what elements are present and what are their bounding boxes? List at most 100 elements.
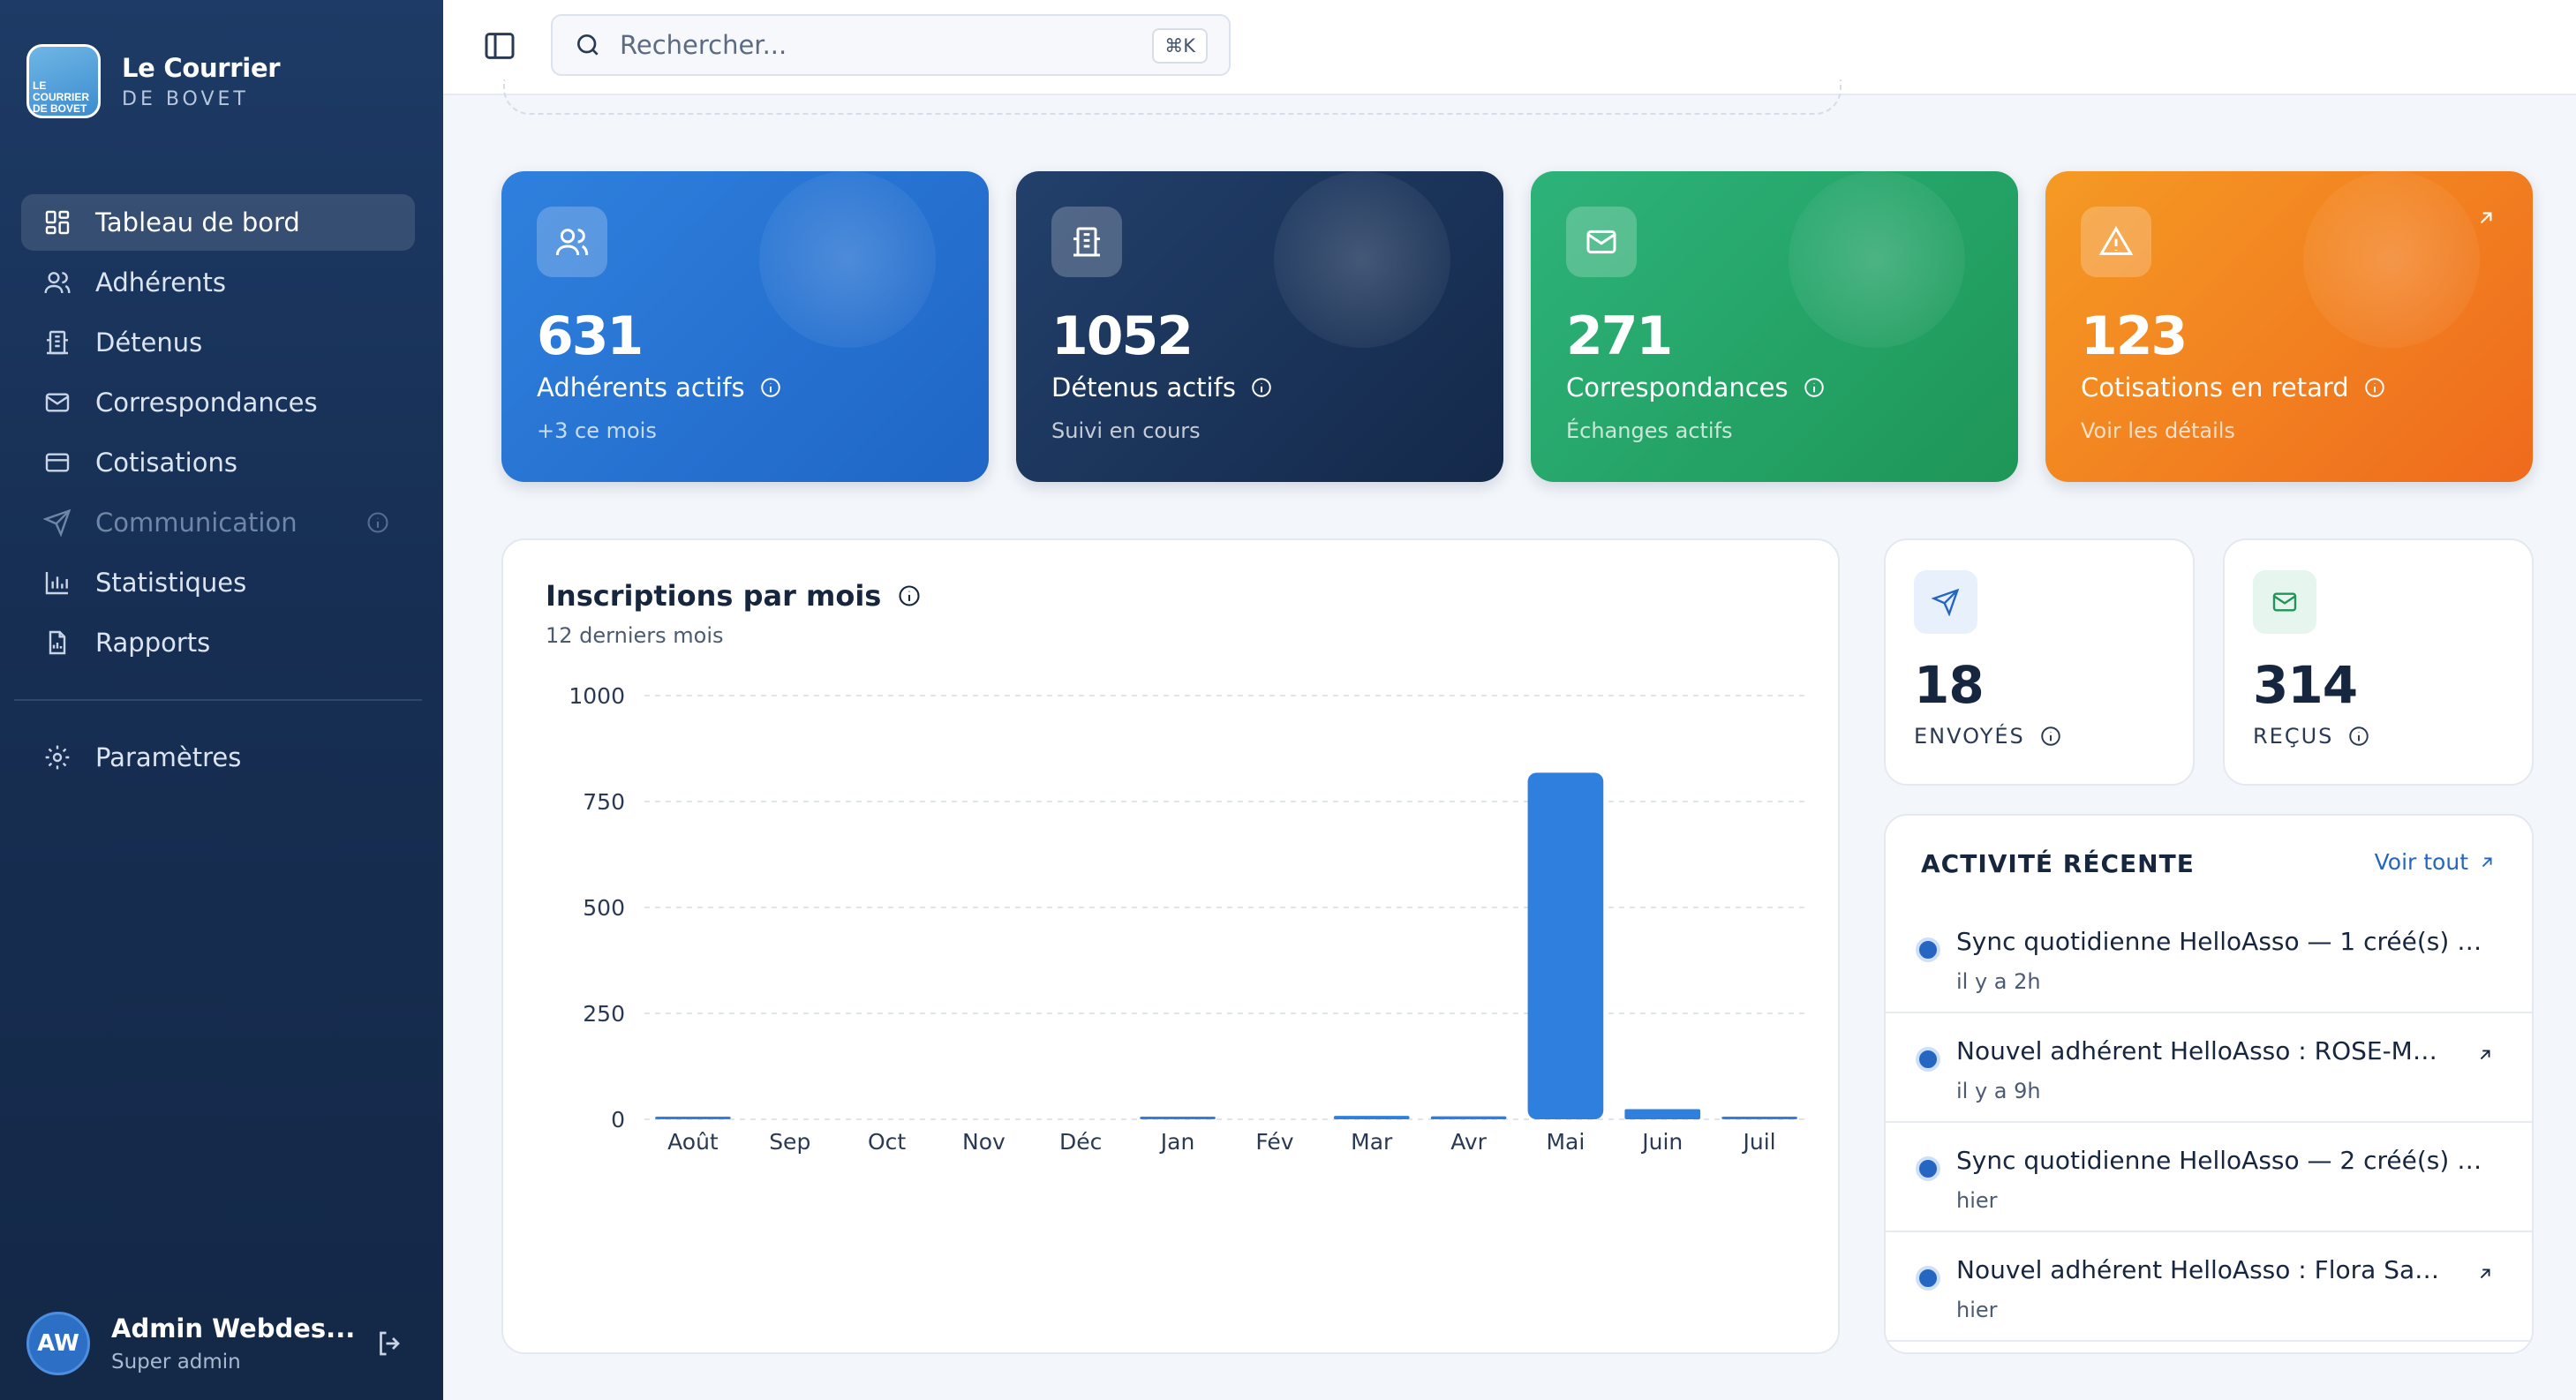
stat-label-text: Détenus actifs	[1051, 373, 1236, 403]
chart-title: Inscriptions par mois	[546, 579, 922, 613]
mini-stat-label-text: REÇUS	[2253, 724, 2334, 749]
search-icon	[577, 34, 599, 56]
stat-label: Adhérents actifs	[537, 373, 782, 403]
mail-icon	[1566, 207, 1637, 277]
info-icon[interactable]	[2039, 725, 2062, 748]
send-icon	[1914, 570, 1977, 634]
dashed-dropzone-edge	[503, 79, 1842, 115]
x-tick-label: Juil	[1742, 1129, 1776, 1155]
sidebar-item-label: Cotisations	[95, 448, 237, 478]
stat-label-text: Correspondances	[1566, 373, 1789, 403]
activity-item-time: il y a 9h	[1956, 1079, 2041, 1103]
users-icon	[42, 267, 72, 297]
avatar[interactable]: AW	[26, 1312, 90, 1375]
sidebar-item-label: Paramètres	[95, 742, 242, 772]
stat-value: 123	[2081, 305, 2188, 367]
sidebar-item-correspondances[interactable]: Correspondances	[21, 374, 415, 431]
info-icon[interactable]	[1250, 376, 1273, 399]
dashboard-icon	[42, 207, 72, 237]
arrow-up-right-icon[interactable]	[2474, 207, 2497, 230]
bar	[1624, 1109, 1701, 1119]
stat-label-text: Adhérents actifs	[537, 373, 745, 403]
stat-card-cotisations-retard[interactable]: 123 Cotisations en retard Voir les détai…	[2045, 171, 2533, 482]
report-icon	[42, 628, 72, 658]
y-tick-label: 250	[583, 1001, 625, 1027]
status-dot	[1916, 937, 1940, 962]
search-shortcut: ⌘K	[1152, 28, 1208, 64]
user-profile[interactable]: AW Admin Webdes... Super admin	[26, 1310, 415, 1377]
sidebar-toggle-icon[interactable]	[482, 28, 517, 64]
bar	[1721, 1117, 1797, 1119]
activity-item[interactable]: Sync quotidienne HelloAsso — 2 créé(s) —…	[1886, 1123, 2532, 1232]
logo-line: DE BOVET	[33, 102, 87, 115]
stat-label: Détenus actifs	[1051, 373, 1273, 403]
info-icon[interactable]	[365, 510, 390, 535]
activity-item[interactable]: Sync quotidienne HelloAsso — 1 créé(s) —…	[1886, 904, 2532, 1013]
stat-label-text: Cotisations en retard	[2081, 373, 2349, 403]
arrow-up-right-icon[interactable]	[2475, 1045, 2495, 1065]
stat-sent[interactable]: 18 ENVOYÉS	[1884, 538, 2195, 786]
stat-subtext: Échanges actifs	[1566, 418, 1733, 443]
stat-label: Cotisations en retard	[2081, 373, 2386, 403]
arrow-up-right-icon[interactable]	[2475, 1264, 2495, 1283]
mini-stat-value: 18	[1914, 655, 1985, 715]
sidebar: LE COURRIER DE BOVET Le Courrier DE BOVE…	[0, 0, 443, 1400]
card-icon	[42, 448, 72, 478]
x-tick-label: Juin	[1640, 1129, 1683, 1155]
mini-stat-value: 314	[2253, 655, 2358, 715]
activity-item[interactable]: Nouvel adhérent HelloAsso : ROSE-MA... i…	[1886, 1013, 2532, 1123]
activity-item-time: il y a 2h	[1956, 969, 2041, 994]
activity-item-title: Sync quotidienne HelloAsso — 2 créé(s) —…	[1956, 1146, 2495, 1175]
logout-icon[interactable]	[374, 1328, 406, 1359]
users-icon	[537, 207, 607, 277]
sidebar-item-dashboard[interactable]: Tableau de bord	[21, 194, 415, 251]
stat-subtext[interactable]: Voir les détails	[2081, 418, 2235, 443]
sidebar-item-adherents[interactable]: Adhérents	[21, 254, 415, 311]
sidebar-nav: Tableau de bord Adhérents Détenus Corres…	[21, 194, 415, 674]
sidebar-item-detenus[interactable]: Détenus	[21, 314, 415, 371]
stat-subtext: Suivi en cours	[1051, 418, 1201, 443]
activity-item-title: Sync quotidienne HelloAsso — 1 créé(s) —…	[1956, 927, 2495, 956]
stat-value: 271	[1566, 305, 1673, 367]
x-tick-label: Mai	[1546, 1129, 1585, 1155]
sidebar-item-parametres[interactable]: Paramètres	[21, 729, 415, 786]
chart-icon	[42, 568, 72, 598]
activity-item[interactable]: Nouvel adhérent HelloAsso : Flora Sag...…	[1886, 1232, 2532, 1342]
search-bar[interactable]: ⌘K	[551, 14, 1231, 76]
mini-stat-label-text: ENVOYÉS	[1914, 724, 2025, 749]
user-name: Admin Webdes...	[111, 1313, 356, 1344]
stat-value: 1052	[1051, 305, 1194, 367]
logo-line: LE	[33, 79, 47, 92]
sidebar-item-communication[interactable]: Communication	[21, 494, 415, 551]
info-icon[interactable]	[2363, 376, 2386, 399]
stat-value: 631	[537, 305, 644, 367]
activity-title: ACTIVITÉ RÉCENTE	[1921, 849, 2195, 878]
info-icon[interactable]	[2347, 725, 2370, 748]
info-icon[interactable]	[1803, 376, 1826, 399]
chart-title-text: Inscriptions par mois	[546, 579, 882, 613]
info-icon[interactable]	[897, 583, 922, 608]
stat-received[interactable]: 314 REÇUS	[2223, 538, 2534, 786]
stat-card-correspondances[interactable]: 271 Correspondances Échanges actifs	[1531, 171, 2018, 482]
info-icon[interactable]	[759, 376, 782, 399]
stat-card-adherents[interactable]: 631 Adhérents actifs +3 ce mois	[501, 171, 989, 482]
sidebar-divider	[14, 699, 422, 701]
stat-subtext: +3 ce mois	[537, 418, 657, 443]
bar	[1140, 1117, 1216, 1119]
stat-card-detenus[interactable]: 1052 Détenus actifs Suivi en cours	[1016, 171, 1503, 482]
search-input[interactable]	[620, 30, 1114, 60]
brand[interactable]: LE COURRIER DE BOVET Le Courrier DE BOVE…	[26, 44, 281, 118]
sidebar-item-label: Correspondances	[95, 388, 318, 418]
sidebar-item-rapports[interactable]: Rapports	[21, 614, 415, 671]
x-tick-label: Déc	[1059, 1129, 1102, 1155]
topbar: ⌘K	[443, 0, 2576, 95]
x-tick-label: Sep	[769, 1129, 810, 1155]
brand-subtitle: DE BOVET	[122, 87, 249, 110]
activity-item-time: hier	[1956, 1298, 1998, 1322]
bar	[1430, 1116, 1507, 1119]
sidebar-item-label: Adhérents	[95, 267, 226, 297]
sidebar-item-label: Statistiques	[95, 568, 247, 598]
sidebar-item-statistiques[interactable]: Statistiques	[21, 554, 415, 611]
sidebar-item-cotisations[interactable]: Cotisations	[21, 434, 415, 491]
see-all-link[interactable]: Voir tout	[2375, 849, 2497, 875]
